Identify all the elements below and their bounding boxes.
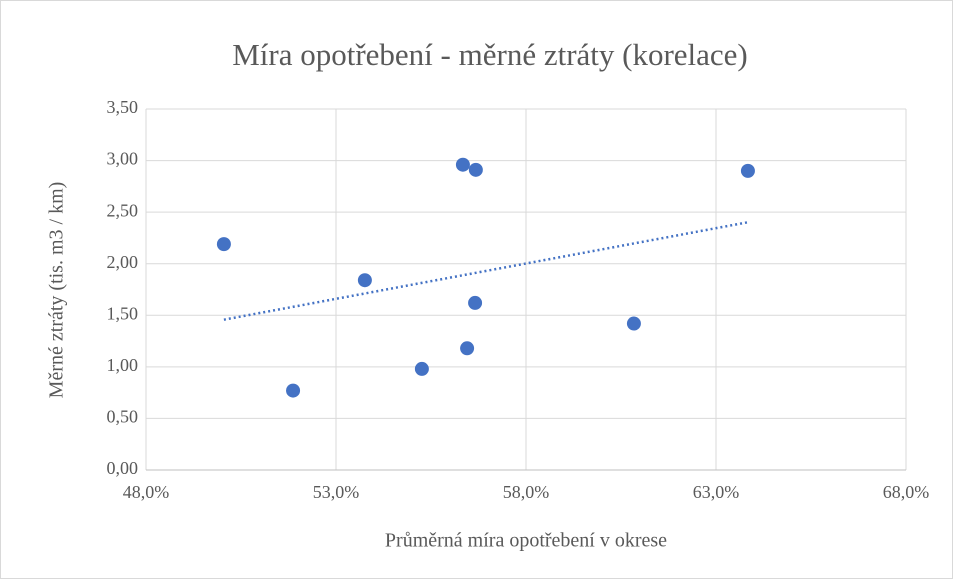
y-tick-label: 0,50 [107, 407, 139, 427]
x-tick-label: 58,0% [503, 482, 550, 502]
point [468, 162, 483, 177]
point [216, 237, 231, 252]
x-axis-title: Průměrná míra opotřebení v okrese [385, 530, 667, 552]
point [468, 295, 483, 310]
point [357, 273, 372, 288]
x-tick-label: 53,0% [313, 482, 360, 502]
y-axis-title: Měrné ztráty (tis. m3 / km) [46, 182, 68, 399]
point [414, 361, 429, 376]
y-tick-label: 2,50 [107, 200, 139, 220]
y-tick-label: 1,00 [107, 355, 139, 375]
y-tick-label: 3,50 [107, 97, 139, 117]
chart-title: Míra opotřebení - měrné ztráty (korelace… [232, 37, 748, 72]
point [286, 383, 301, 398]
y-tick-label: 3,00 [107, 149, 139, 169]
point [740, 163, 755, 178]
y-tick-label: 1,50 [107, 303, 139, 323]
trendline [223, 221, 749, 321]
y-tick-label: 0,00 [107, 458, 139, 478]
x-tick-label: 63,0% [693, 482, 740, 502]
x-tick-label: 68,0% [883, 482, 930, 502]
point [455, 157, 470, 172]
point [460, 341, 475, 356]
point [626, 316, 641, 331]
x-tick-label: 48,0% [123, 482, 170, 502]
y-tick-label: 2,00 [107, 252, 139, 272]
